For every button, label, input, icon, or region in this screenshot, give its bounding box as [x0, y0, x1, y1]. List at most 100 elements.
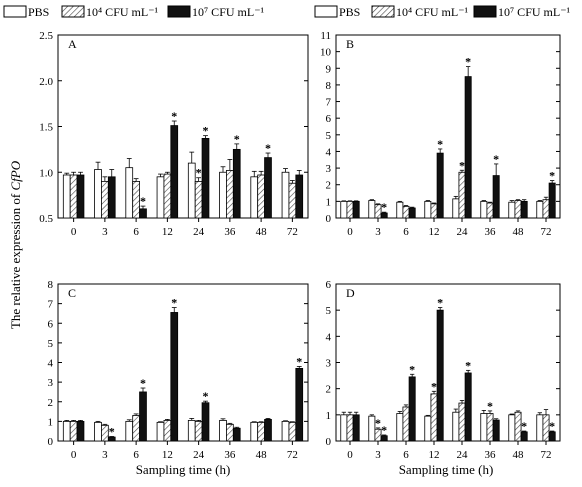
- bar-series-1: [402, 406, 410, 442]
- bar-series-0: [156, 176, 165, 219]
- y-tick-label: 2.0: [39, 76, 53, 88]
- significance-star: *: [296, 354, 302, 368]
- panel-letter: A: [68, 37, 77, 51]
- bar-series-1: [486, 413, 494, 442]
- bar-series-1: [163, 419, 172, 442]
- x-tick-label: 48: [256, 449, 268, 461]
- bar-series-0: [62, 174, 71, 219]
- bar-series-1: [402, 205, 410, 219]
- bar-series-0: [508, 414, 516, 442]
- y-tick-label: 1.5: [39, 122, 53, 134]
- x-tick-label: 12: [162, 449, 173, 461]
- y-tick-label: 0.5: [39, 213, 53, 225]
- bar-series-1: [374, 204, 382, 219]
- bar-series-2: [436, 152, 444, 219]
- y-tick-label: 3: [326, 163, 332, 175]
- x-tick-label: 0: [347, 449, 353, 461]
- x-tick-label: 6: [133, 226, 139, 238]
- bar-series-2: [352, 414, 360, 442]
- legend-label-pbs: PBS: [339, 5, 360, 19]
- y-tick-label: 1: [326, 196, 332, 208]
- y-tick-label: 7: [326, 97, 332, 109]
- bar-series-1: [346, 414, 354, 442]
- panel-letter: B: [346, 37, 354, 51]
- bar-series-1: [288, 182, 297, 219]
- bar-series-0: [219, 171, 227, 219]
- bar-series-1: [132, 415, 140, 442]
- bar-series-1: [458, 171, 466, 219]
- significance-star: *: [375, 416, 381, 430]
- x-tick-label: 72: [287, 226, 298, 238]
- bar-series-1: [486, 202, 494, 219]
- y-tick-label: 6: [326, 113, 332, 125]
- y-tick-label: 7: [48, 299, 54, 311]
- legend-label-pbs: PBS: [28, 5, 49, 19]
- bar-series-0: [281, 171, 290, 219]
- y-tick-label: 10: [320, 47, 332, 59]
- bar-series-1: [514, 411, 522, 442]
- y-tick-label: 5: [326, 130, 332, 142]
- bar-series-0: [94, 421, 102, 442]
- x-axis-title-right: Sampling time (h): [399, 462, 494, 477]
- significance-star: *: [465, 358, 471, 372]
- y-axis-title-prefix: The relative expression of: [8, 191, 23, 330]
- bar-series-0: [62, 420, 71, 442]
- x-tick-label: 3: [375, 449, 381, 461]
- y-tick-label: 2: [326, 180, 332, 192]
- y-tick-label: 8: [326, 80, 332, 92]
- legend-left: PBS 10⁴ CFU mL⁻¹ 10⁷ CFU mL⁻¹: [3, 5, 265, 19]
- x-tick-label: 48: [256, 226, 268, 238]
- bar-series-0: [219, 419, 227, 442]
- bar-series-1: [514, 200, 522, 219]
- x-tick-label: 72: [541, 226, 552, 238]
- x-tick-label: 48: [513, 226, 525, 238]
- bar-series-2: [76, 174, 85, 219]
- y-tick-label: 2: [48, 397, 54, 409]
- bar-series-0: [281, 420, 290, 442]
- x-tick-label: 6: [403, 226, 409, 238]
- plot-frame: [57, 283, 309, 442]
- bar-series-0: [508, 201, 516, 219]
- bar-series-2: [520, 200, 528, 219]
- legend-swatch-1e4: [371, 5, 395, 18]
- significance-star: *: [465, 55, 471, 69]
- bar-series-1: [374, 428, 382, 442]
- bar-series-1: [101, 424, 109, 442]
- bar-series-2: [139, 208, 147, 219]
- y-tick-label: 2.5: [39, 30, 53, 42]
- bar-series-0: [340, 414, 348, 442]
- bar-series-2: [408, 207, 416, 219]
- x-tick-label: 12: [429, 226, 440, 238]
- bar-series-2: [464, 372, 472, 442]
- x-tick-label: 72: [541, 449, 552, 461]
- significance-star: *: [521, 419, 527, 433]
- bar-series-0: [187, 162, 196, 219]
- y-axis-title: The relative expression of CfPO: [8, 160, 23, 329]
- bar-series-2: [264, 157, 272, 219]
- bar-series-1: [194, 420, 203, 442]
- bar-series-0: [156, 421, 165, 442]
- bar-series-0: [125, 167, 134, 219]
- bar-series-0: [368, 200, 376, 219]
- significance-star: *: [140, 376, 146, 390]
- x-tick-label: 0: [71, 226, 77, 238]
- x-tick-label: 6: [133, 449, 139, 461]
- significance-star: *: [493, 152, 499, 166]
- bar-series-0: [187, 419, 196, 442]
- bar-series-1: [257, 174, 265, 219]
- x-tick-label: 36: [224, 226, 236, 238]
- bar-series-2: [170, 312, 179, 442]
- significance-star: *: [431, 379, 437, 393]
- legend-swatch-pbs: [3, 5, 27, 18]
- y-tick-label: 6: [48, 318, 54, 330]
- bar-series-2: [464, 76, 472, 219]
- significance-star: *: [437, 296, 443, 310]
- bar-series-0: [125, 420, 134, 442]
- panel-a: A0.51.01.52.02.50 3 6*12*24**36*48*72: [39, 30, 309, 238]
- bar-series-0: [536, 200, 544, 219]
- bar-series-1: [257, 421, 265, 442]
- legend-swatch-pbs: [314, 5, 338, 18]
